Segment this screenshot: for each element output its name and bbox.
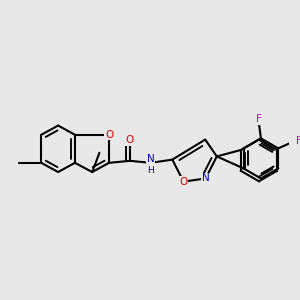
Text: N: N: [147, 154, 154, 164]
Text: F: F: [296, 136, 300, 146]
Text: N: N: [202, 173, 209, 184]
Text: H: H: [147, 166, 154, 175]
Text: O: O: [126, 135, 134, 145]
Text: O: O: [105, 130, 113, 140]
Text: O: O: [179, 177, 188, 187]
Text: F: F: [256, 114, 262, 124]
